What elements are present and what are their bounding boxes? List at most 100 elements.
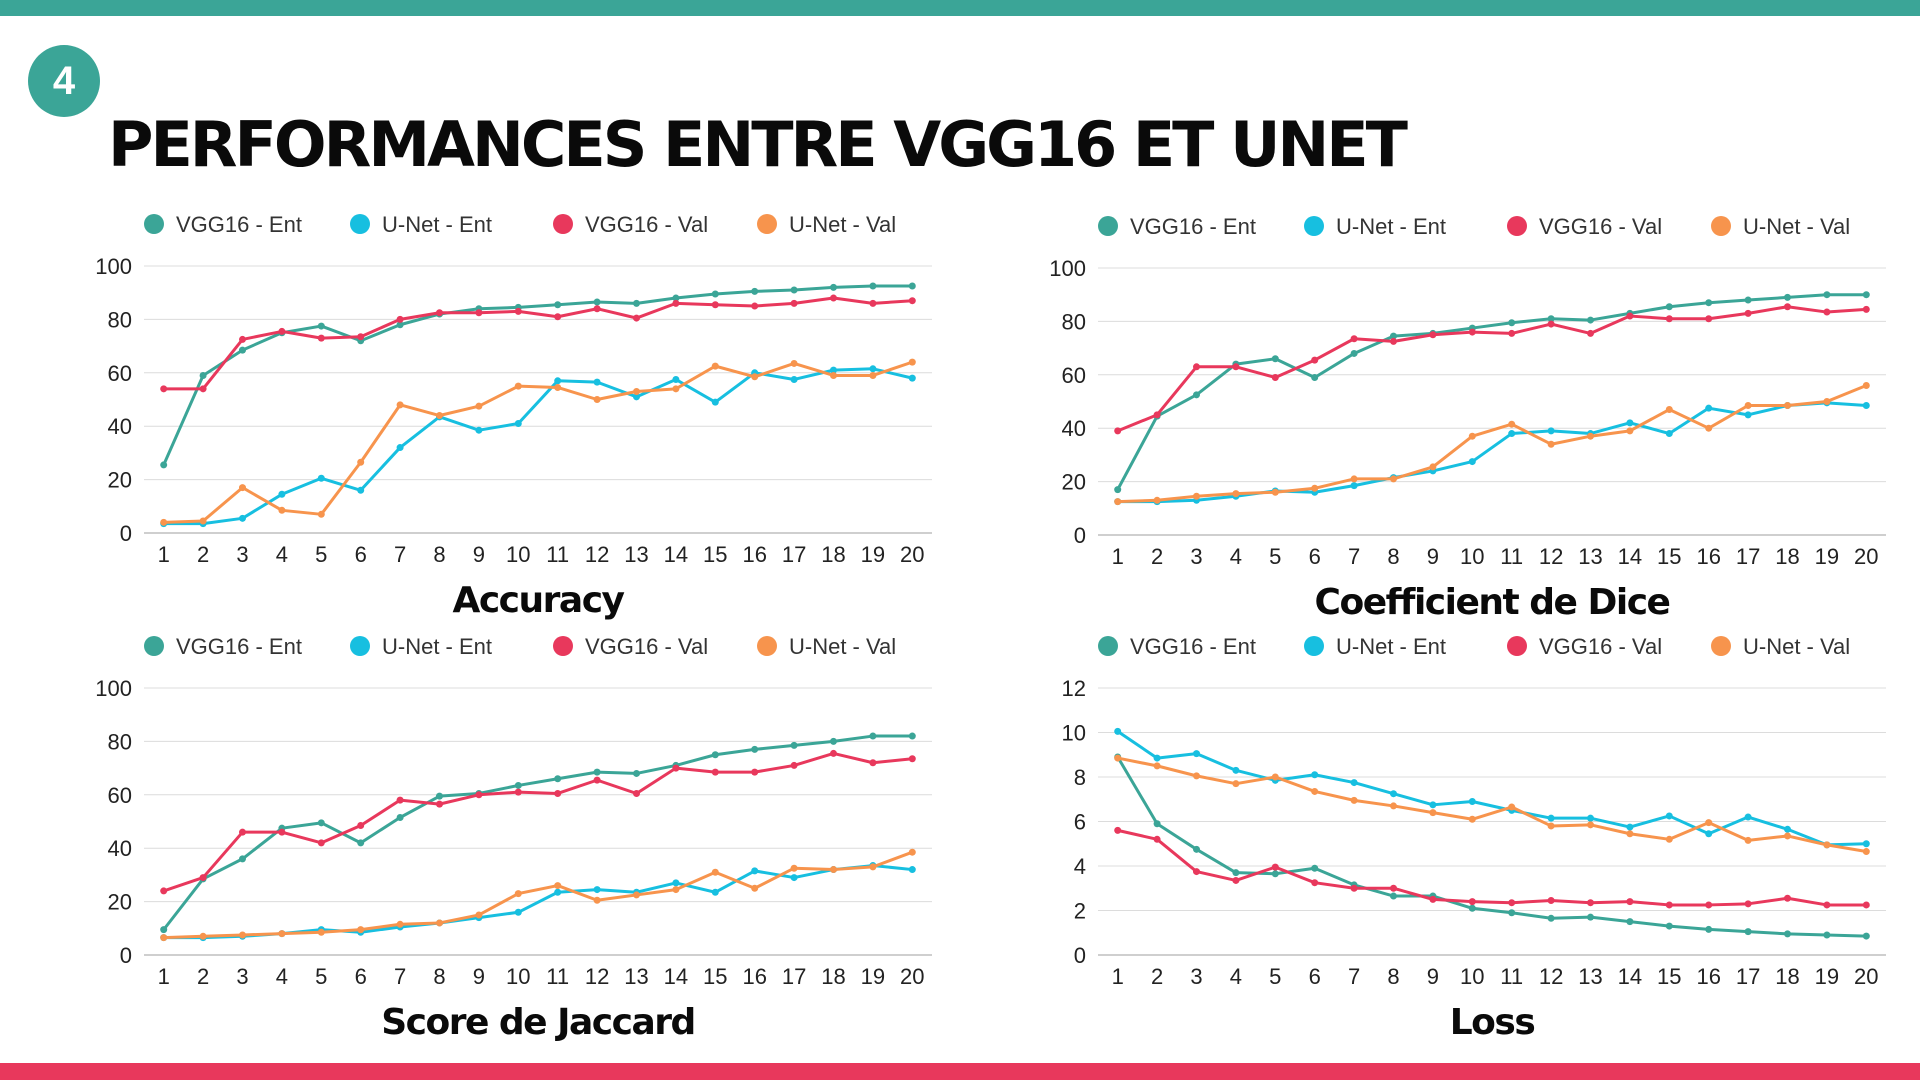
y-tick-label: 4 bbox=[1074, 854, 1086, 879]
x-tick-label: 13 bbox=[1578, 964, 1602, 989]
data-point-u-net-val bbox=[1350, 796, 1358, 804]
x-tick-label: 11 bbox=[1500, 964, 1523, 989]
x-tick-label: 10 bbox=[1460, 544, 1484, 569]
data-point-vgg16-val bbox=[357, 822, 365, 830]
data-point-u-net-val bbox=[1429, 463, 1437, 471]
data-point-u-net-val bbox=[1784, 832, 1791, 840]
data-point-u-net-val bbox=[593, 396, 601, 403]
series-line-u-net-val bbox=[163, 850, 913, 940]
data-point-vgg16-val bbox=[475, 309, 483, 317]
data-point-u-net-ent bbox=[1390, 790, 1397, 798]
data-point-u-net-val bbox=[436, 412, 443, 420]
data-point-u-net-val bbox=[396, 920, 404, 928]
data-point-vgg16-ent bbox=[830, 737, 837, 745]
data-point-u-net-ent bbox=[1468, 458, 1476, 466]
data-point-u-net-val bbox=[908, 848, 916, 856]
data-point-vgg16-val bbox=[1823, 901, 1831, 909]
series-line-vgg16-ent bbox=[162, 734, 913, 931]
legend-label-vgg16-val: VGG16 - Val bbox=[585, 634, 708, 659]
data-point-u-net-ent bbox=[1508, 430, 1516, 438]
data-point-vgg16-val bbox=[357, 333, 365, 341]
data-point-u-net-val bbox=[239, 484, 246, 492]
data-point-vgg16-val bbox=[711, 301, 719, 309]
data-point-u-net-val bbox=[790, 864, 798, 872]
y-tick-label: 40 bbox=[1062, 416, 1086, 441]
x-tick-label: 11 bbox=[546, 964, 569, 989]
data-point-u-net-val bbox=[1547, 440, 1555, 448]
data-point-vgg16-val bbox=[1114, 826, 1122, 834]
x-tick-label: 5 bbox=[1269, 544, 1281, 569]
data-point-u-net-val bbox=[869, 371, 877, 379]
data-point-vgg16-ent bbox=[160, 926, 168, 934]
x-tick-label: 10 bbox=[506, 542, 530, 567]
data-point-u-net-val bbox=[514, 890, 522, 898]
data-point-u-net-val bbox=[1153, 762, 1161, 770]
series-line-vgg16-val bbox=[1117, 305, 1867, 433]
data-point-vgg16-val bbox=[160, 887, 168, 895]
data-point-vgg16-ent bbox=[633, 299, 640, 307]
data-point-u-net-val bbox=[160, 518, 168, 526]
x-tick-label: 14 bbox=[1618, 544, 1642, 569]
data-point-u-net-val bbox=[751, 884, 759, 892]
x-tick-label: 3 bbox=[236, 964, 248, 989]
legend-label-u-net-ent: U-Net - Ent bbox=[382, 634, 492, 659]
data-point-vgg16-val bbox=[1705, 315, 1713, 323]
x-tick-label: 10 bbox=[1460, 964, 1484, 989]
chart-dice: VGG16 - Ent U-Net - Ent VGG16 - Val U-Net -… bbox=[1004, 202, 1920, 623]
y-tick-label: 60 bbox=[108, 361, 132, 386]
data-point-vgg16-ent bbox=[593, 298, 601, 306]
data-point-vgg16-val bbox=[869, 759, 877, 767]
data-point-u-net-ent bbox=[1193, 750, 1200, 758]
data-point-u-net-val bbox=[1390, 475, 1397, 483]
x-tick-label: 18 bbox=[1775, 964, 1799, 989]
data-point-vgg16-val bbox=[1862, 305, 1870, 313]
data-point-vgg16-val bbox=[1193, 868, 1200, 876]
y-tick-label: 40 bbox=[108, 414, 132, 439]
data-point-u-net-val bbox=[1114, 498, 1122, 506]
data-point-vgg16-val bbox=[396, 796, 404, 804]
top-accent-bar bbox=[0, 0, 1920, 16]
data-point-vgg16-val bbox=[1390, 337, 1397, 345]
data-point-vgg16-val bbox=[239, 828, 246, 836]
data-point-vgg16-val bbox=[278, 828, 286, 836]
y-tick-label: 6 bbox=[1074, 810, 1086, 835]
data-point-vgg16-val bbox=[790, 761, 798, 769]
legend-marker-vgg16-ent bbox=[144, 214, 164, 234]
data-point-vgg16-ent bbox=[160, 461, 168, 469]
data-point-u-net-val bbox=[1547, 822, 1555, 830]
y-tick-label: 20 bbox=[1062, 470, 1086, 495]
data-point-vgg16-val bbox=[1626, 312, 1634, 320]
x-tick-label: 18 bbox=[1775, 544, 1799, 569]
x-tick-label: 15 bbox=[1657, 964, 1681, 989]
slide-number-badge: 4 bbox=[28, 45, 100, 117]
series-line-vgg16-val bbox=[163, 751, 913, 893]
series-line-u-net-val bbox=[163, 360, 913, 524]
chart-loss-svg: VGG16 - Ent U-Net - Ent VGG16 - Val U-Net -… bbox=[1062, 634, 1886, 1043]
data-point-vgg16-ent bbox=[1823, 291, 1831, 299]
chart-jaccard: VGG16 - Ent U-Net - Ent VGG16 - Val U-Net -… bbox=[50, 622, 1000, 1043]
y-tick-label: 100 bbox=[95, 254, 132, 279]
chart-dice-svg: VGG16 - Ent U-Net - Ent VGG16 - Val U-Net -… bbox=[1049, 214, 1886, 623]
legend-marker-vgg16-val bbox=[1507, 636, 1527, 656]
data-point-u-net-val bbox=[1626, 830, 1634, 838]
legend-marker-vgg16-val bbox=[1507, 216, 1527, 236]
data-point-u-net-val bbox=[554, 383, 562, 391]
data-point-vgg16-val bbox=[317, 839, 325, 847]
data-point-vgg16-val bbox=[1468, 328, 1476, 336]
y-tick-label: 60 bbox=[108, 783, 132, 808]
data-point-u-net-val bbox=[278, 930, 286, 938]
data-point-vgg16-val bbox=[1350, 884, 1358, 892]
data-point-vgg16-val bbox=[672, 764, 680, 772]
legend-marker-u-net-ent bbox=[1304, 216, 1324, 236]
x-tick-label: 4 bbox=[1230, 544, 1242, 569]
y-tick-label: 20 bbox=[108, 468, 132, 493]
data-point-vgg16-ent bbox=[1271, 870, 1279, 878]
data-point-vgg16-val bbox=[1665, 315, 1673, 323]
data-point-u-net-ent bbox=[1705, 830, 1713, 838]
data-point-u-net-val bbox=[1665, 835, 1673, 843]
x-tick-label: 8 bbox=[433, 964, 445, 989]
chart-jaccard-svg: VGG16 - Ent U-Net - Ent VGG16 - Val U-Net -… bbox=[95, 634, 932, 1043]
y-tick-label: 0 bbox=[120, 521, 132, 546]
legend-marker-u-net-ent bbox=[1304, 636, 1324, 656]
data-point-vgg16-ent bbox=[830, 283, 837, 291]
